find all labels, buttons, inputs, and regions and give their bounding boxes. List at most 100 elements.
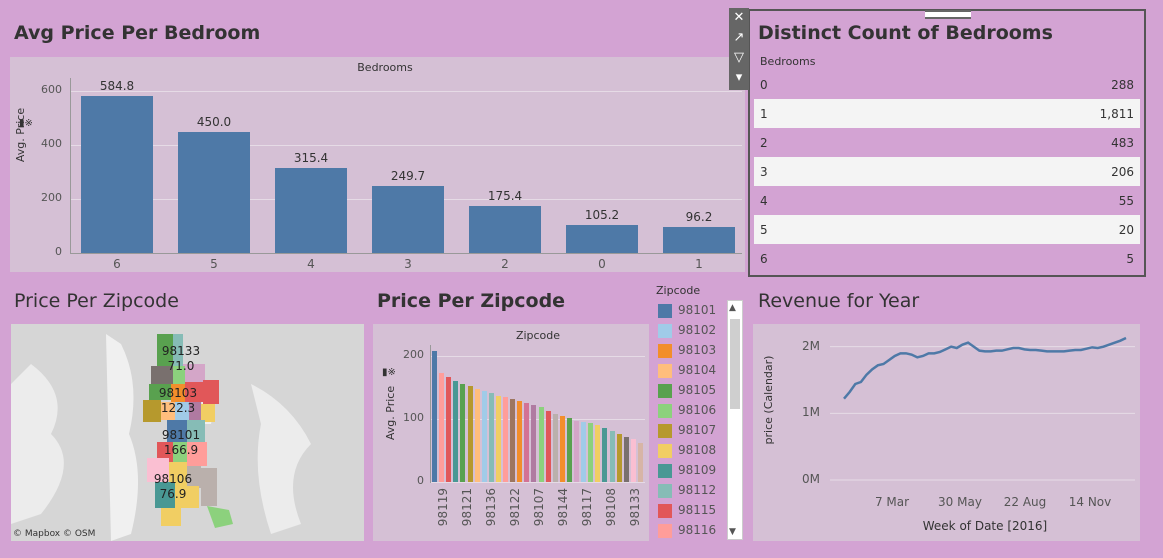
water-shape xyxy=(11,364,64,524)
legend-swatch xyxy=(658,404,672,418)
x-tick-label: 98133 xyxy=(628,488,642,527)
bar[interactable] xyxy=(488,393,494,482)
zip-area xyxy=(187,420,205,442)
zip-area xyxy=(171,384,185,402)
bar[interactable] xyxy=(559,415,565,482)
y-axis-line xyxy=(430,345,431,483)
x-tick-label: 98117 xyxy=(580,488,594,527)
bar[interactable] xyxy=(503,397,508,482)
gridline xyxy=(430,482,645,483)
x-category-label: 3 xyxy=(404,257,412,271)
legend-label: 98109 xyxy=(678,463,717,477)
gridline xyxy=(70,91,742,93)
bar[interactable] xyxy=(481,391,487,482)
map-zip-label: 98103 xyxy=(158,386,198,400)
legend-swatch xyxy=(658,444,672,458)
bar[interactable] xyxy=(510,399,516,482)
popout-icon[interactable]: ↗ xyxy=(733,30,745,45)
x-tick-label: 98119 xyxy=(436,488,450,527)
scroll-thumb[interactable] xyxy=(730,319,740,409)
bar-value-label: 249.7 xyxy=(390,168,426,183)
bar[interactable] xyxy=(517,401,523,482)
bar[interactable] xyxy=(616,434,622,482)
bar[interactable] xyxy=(545,410,551,482)
bar[interactable] xyxy=(566,224,638,253)
drag-handle[interactable] xyxy=(925,10,971,19)
bar-value-label: 175.4 xyxy=(487,188,523,203)
bar[interactable] xyxy=(588,423,594,482)
bar[interactable] xyxy=(524,403,530,482)
bedrooms-cell: 2 xyxy=(760,136,768,150)
bar[interactable] xyxy=(474,389,480,482)
close-icon[interactable]: ✕ xyxy=(733,10,745,25)
bar[interactable] xyxy=(81,95,153,253)
table-row[interactable]: 0 288 xyxy=(754,70,1140,99)
legend-swatch xyxy=(658,504,672,518)
map-zip-label: 98106 xyxy=(153,472,193,486)
scroll-up-arrow[interactable]: ▲ xyxy=(729,303,736,313)
map-price-label: 166.9 xyxy=(163,443,199,457)
bar[interactable] xyxy=(566,418,572,482)
bedrooms-cell: 6 xyxy=(760,252,768,266)
bar[interactable] xyxy=(178,131,250,253)
bar[interactable] xyxy=(609,430,615,482)
bar[interactable] xyxy=(630,439,636,482)
y-tick-label: 0M xyxy=(802,472,820,486)
bar[interactable] xyxy=(469,205,541,253)
bar[interactable] xyxy=(637,442,643,482)
bedroom-chart-header: Bedrooms xyxy=(357,61,413,74)
table-row[interactable]: 1 1,811 xyxy=(754,99,1140,128)
filter-icon[interactable]: ▽ xyxy=(734,50,744,65)
bar-value-label: 105.2 xyxy=(584,207,620,222)
legend-swatch xyxy=(658,464,672,478)
table-row[interactable]: 3 206 xyxy=(754,157,1140,186)
bar[interactable] xyxy=(467,386,473,482)
bedroom-chart-title: Avg Price Per Bedroom xyxy=(14,22,261,44)
bar[interactable] xyxy=(495,395,501,482)
legend-swatch xyxy=(658,484,672,498)
map-title: Price Per Zipcode xyxy=(14,290,179,312)
dropdown-icon[interactable]: ▾ xyxy=(735,70,743,85)
revenue-line-chart[interactable] xyxy=(830,330,1135,490)
scroll-down-arrow[interactable]: ▼ xyxy=(729,527,736,537)
bar[interactable] xyxy=(663,227,735,253)
bar[interactable] xyxy=(574,420,579,482)
x-category-label: 1 xyxy=(695,257,703,271)
bar[interactable] xyxy=(372,185,444,253)
bar[interactable] xyxy=(531,405,537,482)
bar[interactable] xyxy=(623,436,629,482)
count-cell: 5 xyxy=(1126,252,1134,266)
bar[interactable] xyxy=(460,384,466,482)
x-category-label: 2 xyxy=(501,257,509,271)
sort-icon[interactable]: ▮※ xyxy=(19,118,33,129)
revenue-series-line[interactable] xyxy=(843,336,1127,400)
legend-swatch xyxy=(658,364,672,378)
revenue-chart-pane[interactable] xyxy=(753,324,1140,541)
x-category-label: 0 xyxy=(598,257,606,271)
bar[interactable] xyxy=(552,413,558,482)
bar[interactable] xyxy=(275,168,347,253)
zip-area xyxy=(147,458,169,482)
sort-icon[interactable]: ▮※ xyxy=(382,367,396,378)
bar[interactable] xyxy=(595,425,601,482)
map-attribution[interactable]: © Mapbox © OSM xyxy=(13,529,96,539)
bar[interactable] xyxy=(581,422,587,482)
y-tick-label: 0 xyxy=(417,474,424,487)
zip-area xyxy=(175,402,189,420)
table-row[interactable]: 4 55 xyxy=(754,186,1140,215)
table-row[interactable]: 5 20 xyxy=(754,215,1140,244)
zipcode-map[interactable]: 98133 71.0 98103 122.3 98101 166.9 98106 76.9 ©… xyxy=(11,324,364,541)
x-tick-label: 98144 xyxy=(556,488,570,527)
map-price-label: 71.0 xyxy=(167,359,195,373)
table-row[interactable]: 2 483 xyxy=(754,128,1140,157)
revenue-chart-title: Revenue for Year xyxy=(758,290,920,312)
bar[interactable] xyxy=(602,427,608,482)
bar[interactable] xyxy=(446,377,452,482)
bar[interactable] xyxy=(439,373,445,482)
count-cell: 206 xyxy=(1111,165,1134,179)
bar[interactable] xyxy=(453,381,459,482)
bar[interactable] xyxy=(432,350,437,482)
bar[interactable] xyxy=(538,406,544,482)
legend-scrollbar[interactable]: ▲ ▼ xyxy=(727,300,743,540)
